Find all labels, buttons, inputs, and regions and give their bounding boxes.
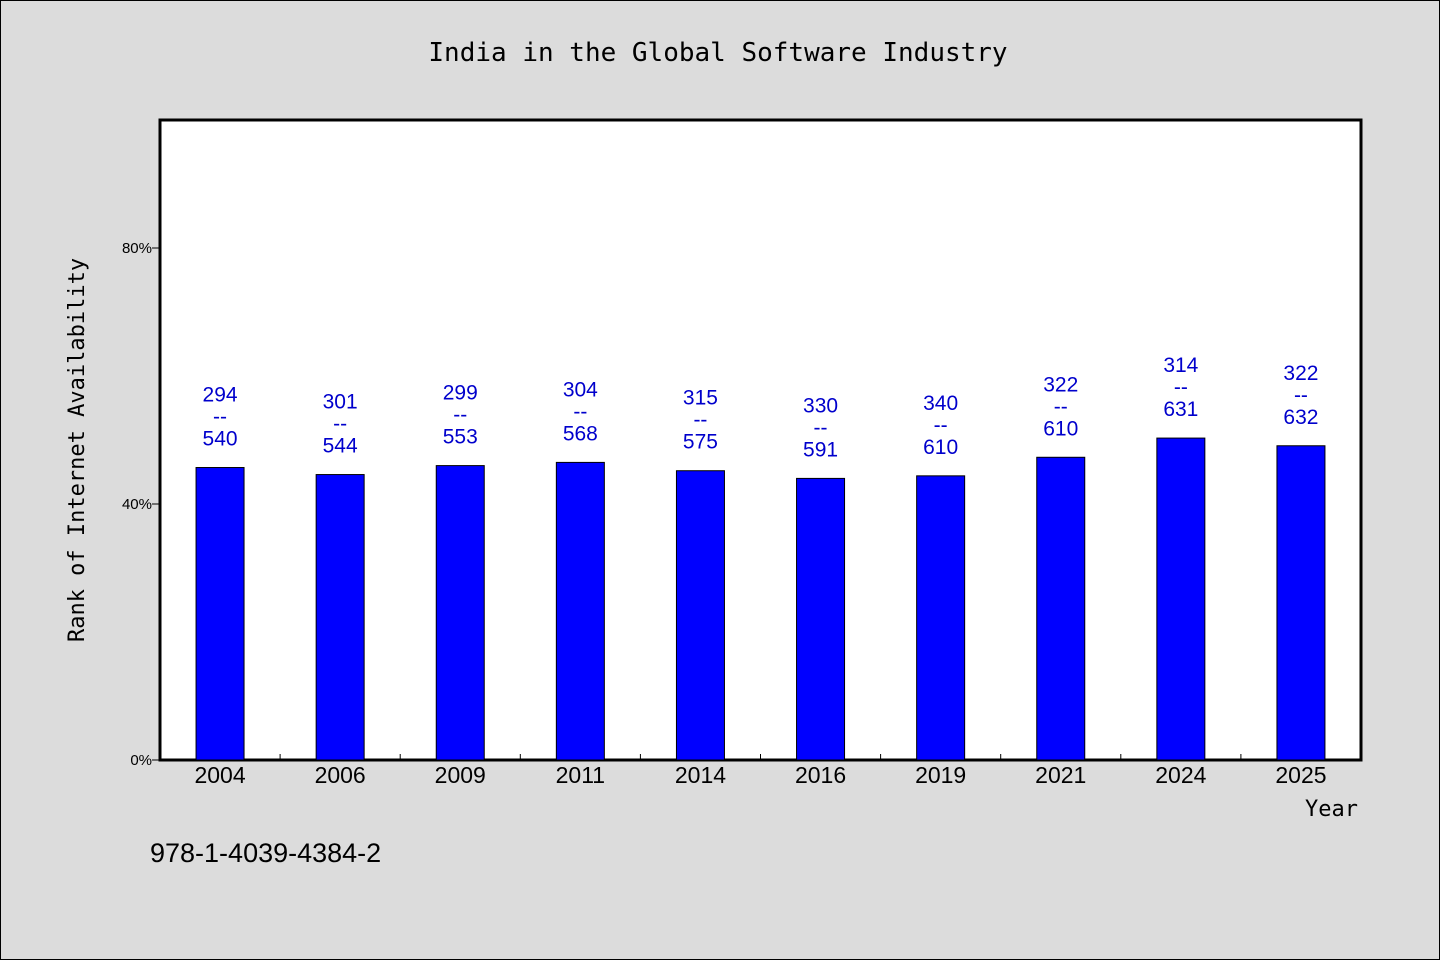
bar-2011 xyxy=(555,461,605,761)
data-label-sep-2009: -- xyxy=(453,404,467,427)
y-axis: 0% 40% 80% xyxy=(122,240,160,769)
data-label-bottom-2016: 591 xyxy=(803,438,838,461)
x-axis-title: Year xyxy=(1305,797,1358,822)
bars-group xyxy=(195,437,1326,761)
bar-2019 xyxy=(916,475,966,761)
data-label-bottom-2011: 568 xyxy=(563,422,598,445)
data-label-top-2016: 330 xyxy=(803,394,838,417)
data-label-sep-2011: -- xyxy=(573,400,587,423)
x-tick-label-2009: 2009 xyxy=(435,762,486,788)
y-tick-label: 40% xyxy=(122,496,152,513)
bar-2006 xyxy=(315,474,365,761)
x-tick-label-2016: 2016 xyxy=(795,762,846,788)
x-tick-label-2024: 2024 xyxy=(1155,762,1206,788)
data-label-top-2019: 340 xyxy=(923,392,958,415)
y-axis-title: Rank of Internet Availability xyxy=(65,258,90,642)
data-label-bottom-2009: 553 xyxy=(443,426,478,449)
x-axis: 2004 2006 2009 2011 2014 2016 2019 2021 2024 2025 xyxy=(194,754,1327,788)
data-label-sep-2006: -- xyxy=(333,413,347,436)
data-label-sep-2014: -- xyxy=(693,409,707,432)
data-label-sep-2016: -- xyxy=(814,416,828,439)
data-label-top-2004: 294 xyxy=(203,384,238,407)
data-label-sep-2004: -- xyxy=(213,406,227,429)
data-label-top-2011: 304 xyxy=(563,378,598,401)
bar-2024 xyxy=(1156,437,1206,761)
data-label-sep-2021: -- xyxy=(1054,395,1068,418)
data-label-bottom-2025: 632 xyxy=(1283,406,1318,429)
x-tick-label-2011: 2011 xyxy=(556,762,605,788)
data-label-sep-2024: -- xyxy=(1174,376,1188,399)
data-label-sep-2025: -- xyxy=(1294,384,1308,407)
data-label-top-2014: 315 xyxy=(683,387,718,410)
x-tick-label-2021: 2021 xyxy=(1035,762,1086,788)
chart-title: India in the Global Software Industry xyxy=(428,38,1007,68)
data-label-bottom-2006: 544 xyxy=(323,435,358,458)
data-label-bottom-2019: 610 xyxy=(923,436,958,459)
data-label-top-2025: 322 xyxy=(1283,362,1318,385)
data-label-top-2024: 314 xyxy=(1163,354,1198,377)
bar-2009 xyxy=(435,465,485,761)
data-label-bottom-2024: 631 xyxy=(1163,398,1198,421)
x-tick-label-2006: 2006 xyxy=(315,762,366,788)
isbn-text: 978-1-4039-4384-2 xyxy=(150,838,381,868)
data-label-top-2006: 301 xyxy=(323,391,358,414)
y-tick-label: 0% xyxy=(130,752,152,769)
x-tick-label-2004: 2004 xyxy=(194,762,245,788)
data-label-bottom-2004: 540 xyxy=(203,428,238,451)
x-tick-label-2019: 2019 xyxy=(915,762,966,788)
data-labels-group: 294--540301--544299--553304--568315--575… xyxy=(203,354,1319,461)
bar-2025 xyxy=(1276,445,1326,761)
data-label-top-2009: 299 xyxy=(443,382,478,405)
data-label-sep-2019: -- xyxy=(934,414,948,437)
y-tick-label: 80% xyxy=(122,240,152,257)
x-tick-label-2014: 2014 xyxy=(675,762,726,788)
bar-2014 xyxy=(675,470,725,761)
data-label-top-2021: 322 xyxy=(1043,373,1078,396)
bar-2004 xyxy=(195,467,245,761)
bar-2021 xyxy=(1036,456,1086,761)
data-label-bottom-2014: 575 xyxy=(683,431,718,454)
data-label-bottom-2021: 610 xyxy=(1043,417,1078,440)
x-tick-label-2025: 2025 xyxy=(1275,762,1326,788)
bar-2016 xyxy=(796,477,846,761)
